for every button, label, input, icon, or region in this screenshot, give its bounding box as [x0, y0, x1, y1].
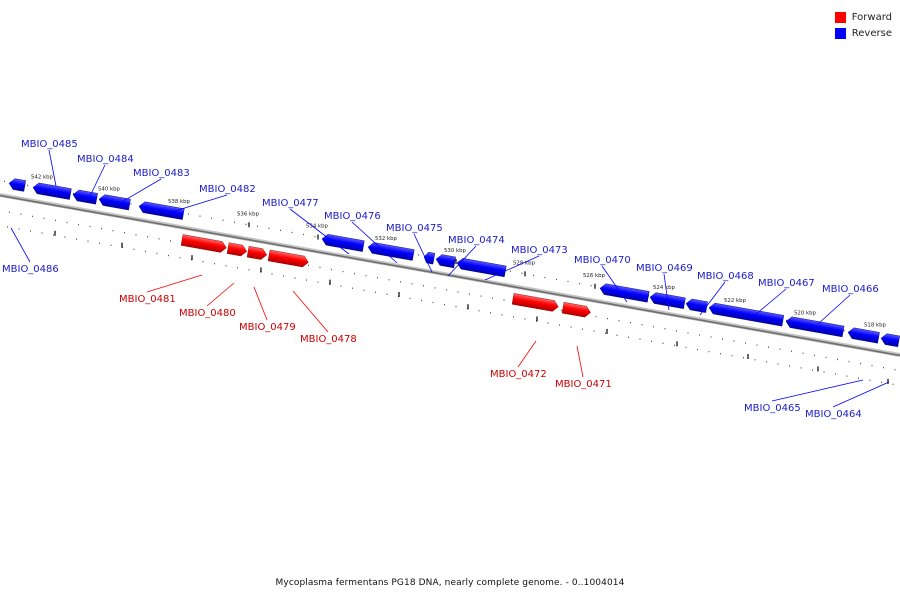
legend-label-forward: Forward: [851, 11, 892, 23]
gene-arrow: [435, 254, 456, 269]
gene-label: MBIO_0481: [119, 294, 176, 305]
gene-arrow: [561, 302, 591, 318]
gene-label: MBIO_0471: [555, 379, 612, 390]
gene-arrow: [32, 182, 72, 200]
genome-backbone: [0, 193, 900, 357]
gene-arrow: [72, 189, 98, 205]
scale-tick-label: 528 kbp: [513, 260, 536, 266]
gene-leader-line: [253, 286, 268, 321]
gene-label: MBIO_0475: [386, 223, 443, 234]
gene-arrow: [511, 293, 559, 312]
gene-arrow: [880, 333, 900, 348]
gene-label: MBIO_0465: [744, 403, 801, 414]
scale-tick-label: 540 kbp: [98, 187, 121, 193]
gene-leader-line: [413, 233, 433, 273]
gene-label: MBIO_0479: [239, 322, 296, 333]
gene-arrow: [180, 234, 227, 253]
gene-labels: MBIO_0486 MBIO_0485 MBIO_0484 MBIO_0483 MBIO…: [2, 139, 890, 420]
genome-caption: Mycoplasma fermentans PG18 DNA, nearly c…: [275, 578, 625, 588]
gene-leader-line: [601, 265, 628, 303]
gene-leader-line: [289, 208, 350, 255]
gene-label: MBIO_0473: [511, 245, 568, 256]
gene-label: MBIO_0467: [758, 278, 815, 289]
gene-leader-line: [517, 340, 537, 368]
gene-leader-line: [48, 149, 57, 187]
gene-leader-line: [119, 178, 162, 204]
gene-label: MBIO_0468: [697, 271, 754, 282]
gene-label: MBIO_0483: [133, 168, 190, 179]
gene-leader-line: [292, 290, 329, 333]
gene-arrow: [423, 251, 436, 265]
gene-leader-line: [832, 381, 890, 408]
gene-leader-line: [351, 221, 398, 264]
gene-label: MBIO_0474: [448, 235, 505, 246]
gene-leader-line: [699, 281, 726, 316]
gene-label: MBIO_0486: [2, 264, 59, 275]
gene-label: MBIO_0477: [262, 198, 319, 209]
scale-tick-label: 524 kbp: [653, 285, 676, 291]
gene-leader-line: [161, 194, 228, 216]
gene-label: MBIO_0464: [805, 409, 862, 420]
gene-arrow: [267, 249, 309, 268]
gene-arrow: [138, 201, 185, 220]
gene-label: MBIO_0478: [300, 334, 357, 345]
scale-tick-label: 534 kbp: [306, 224, 329, 230]
legend-label-reverse: Reverse: [851, 27, 892, 39]
gene-label: MBIO_0482: [199, 184, 256, 195]
gene-label: MBIO_0466: [822, 284, 879, 295]
gene-label: MBIO_0470: [574, 255, 631, 266]
gene-label: MBIO_0485: [21, 139, 78, 150]
gene-arrow: [456, 258, 507, 278]
scale-tick-label: 520 kbp: [794, 310, 817, 316]
gene-arrow: [321, 234, 365, 252]
gene-leader-line: [748, 288, 787, 321]
gene-label: MBIO_0472: [490, 369, 547, 380]
scale-tick-label: 530 kbp: [444, 248, 467, 254]
scale-tick-label: 536 kbp: [237, 211, 260, 217]
scale-tick-label: 532 kbp: [375, 236, 398, 242]
gene-label: MBIO_0484: [77, 154, 134, 165]
gene-label: MBIO_0469: [636, 263, 693, 274]
gene-leader-line: [817, 294, 851, 325]
gene-arrow: [685, 298, 708, 313]
gene-arrow: [708, 302, 785, 327]
gene-arrow: [226, 242, 248, 257]
gene-arrow: [8, 178, 26, 192]
gene-label: MBIO_0480: [179, 308, 236, 319]
legend: Forward Reverse: [834, 9, 892, 41]
gene-leader-line: [576, 345, 584, 378]
gene-arrow: [599, 283, 650, 303]
scale-tick-label: 522 kbp: [724, 298, 747, 304]
gene-arrow: [847, 327, 880, 344]
gene-arrow: [246, 246, 268, 260]
gene-arrow: [785, 316, 845, 338]
scale-tick-label: 518 kbp: [864, 323, 887, 329]
gene-leader-line: [447, 245, 477, 277]
legend-item-reverse: Reverse: [834, 25, 892, 41]
gene-leader-line: [89, 164, 106, 197]
gene-leader-line: [146, 274, 203, 293]
gene-leader-line: [484, 255, 540, 281]
scale-tick-label: 542 kbp: [31, 175, 54, 181]
legend-item-forward: Forward: [834, 9, 892, 25]
gene-arrow: [98, 194, 131, 211]
gene-leader-line: [771, 379, 864, 402]
scale-tick-label: 538 kbp: [168, 199, 191, 205]
gene-features: [8, 178, 900, 348]
gene-leader-line: [663, 273, 670, 311]
gene-leader-line: [206, 282, 235, 307]
gene-leader-line: [10, 227, 31, 263]
scale-tick-label: 526 kbp: [583, 273, 606, 279]
forward-swatch: [834, 11, 846, 23]
reverse-swatch: [834, 27, 846, 39]
gene-label: MBIO_0476: [324, 211, 381, 222]
